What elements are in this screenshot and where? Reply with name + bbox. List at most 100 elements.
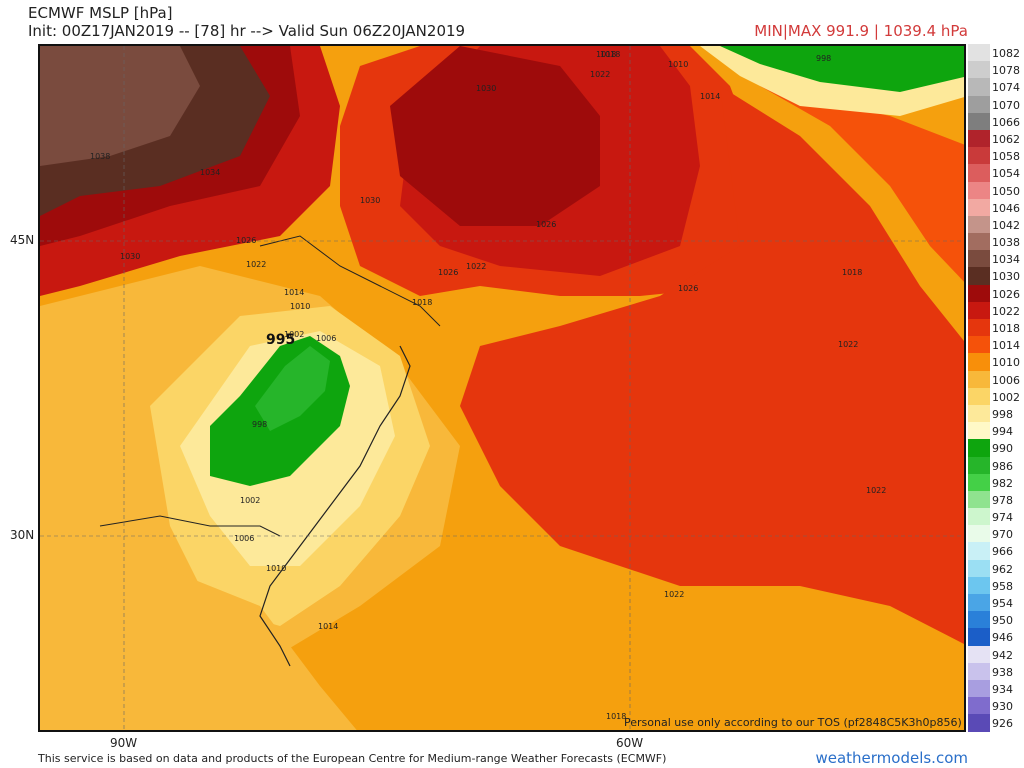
colorbar-level: 1050: [968, 181, 1024, 199]
isobar-label: 1026: [536, 220, 557, 229]
weathermodels-brand[interactable]: weathermodels.com: [815, 749, 968, 767]
colorbar-label: 934: [992, 682, 1013, 696]
colorbar-label: 1082: [992, 47, 1020, 60]
colorbar-swatch: [968, 233, 990, 251]
colorbar-swatch: [968, 353, 990, 371]
colorbar-swatch: [968, 284, 990, 302]
colorbar-swatch: [968, 112, 990, 130]
colorbar-swatch: [968, 594, 990, 612]
isobar-label: 1038: [90, 152, 111, 161]
lon-label-60w: 60W: [616, 736, 644, 750]
colorbar-level: 1070: [968, 95, 1024, 113]
colorbar-label: 998: [992, 407, 1013, 421]
colorbar-level: 970: [968, 525, 1024, 543]
page-title: ECMWF MSLP [hPa]: [28, 4, 173, 22]
colorbar-level: 950: [968, 611, 1024, 629]
colorbar-level: 1078: [968, 61, 1024, 79]
colorbar-swatch: [968, 456, 990, 474]
isobar-label: 1030: [120, 252, 141, 261]
colorbar-level: 1062: [968, 129, 1024, 148]
isobar-label: 1018: [596, 50, 617, 59]
colorbar-level: 1022: [968, 301, 1024, 319]
colorbar-swatch: [968, 181, 990, 199]
field-1010-sw: [40, 566, 357, 730]
colorbar-swatch: [968, 250, 990, 268]
isobar-label: 1022: [664, 590, 685, 599]
min-max-readout: MIN|MAX 991.9 | 1039.4 hPa: [754, 22, 968, 40]
colorbar-level: 994: [968, 422, 1024, 440]
colorbar-level: 938: [968, 662, 1024, 680]
colorbar-swatch: [968, 198, 990, 216]
isobar-label: 1022: [838, 340, 859, 349]
mslp-filled-contours: [40, 46, 964, 730]
colorbar-label: 1026: [992, 287, 1020, 301]
isobar-label: 1022: [246, 260, 267, 269]
colorbar-swatch: [968, 164, 990, 182]
colorbar-level: 958: [968, 576, 1024, 594]
tos-notice: Personal use only according to our TOS (…: [624, 716, 962, 729]
colorbar-label: 1042: [992, 218, 1020, 232]
colorbar-label: 970: [992, 528, 1013, 542]
colorbar-label: 954: [992, 597, 1013, 610]
colorbar-level: 1066: [968, 112, 1024, 130]
colorbar-swatch: [968, 147, 990, 165]
colorbar-level: 990: [968, 439, 1024, 457]
colorbar-level: 966: [968, 542, 1024, 560]
field-1022-east: [460, 86, 964, 644]
colorbar-label: 1018: [992, 322, 1020, 335]
colorbar-swatch: [968, 61, 990, 79]
colorbar-swatch: [968, 370, 990, 388]
colorbar-label: 978: [992, 493, 1013, 507]
colorbar-label: 1010: [992, 356, 1020, 370]
isobar-label: 1030: [476, 84, 497, 93]
colorbar-swatch: [968, 611, 990, 629]
colorbar-label: 930: [992, 700, 1013, 714]
ecmwf-attribution: This service is based on data and produc…: [38, 752, 667, 765]
colorbar-label: 946: [992, 631, 1013, 645]
colorbar-level: 1074: [968, 78, 1024, 96]
colorbar-level: 1026: [968, 284, 1024, 302]
colorbar-swatch: [968, 404, 990, 423]
isobar-label: 1018: [842, 268, 863, 277]
isobar-label: 1014: [700, 92, 721, 101]
colorbar-swatch: [968, 508, 990, 526]
lat-label-30n: 30N: [10, 528, 35, 542]
isobar-label: 1018: [412, 298, 433, 307]
isobar-label: 1022: [866, 486, 887, 495]
colorbar-label: 1046: [992, 201, 1020, 215]
colorbar-label: 1074: [992, 81, 1020, 95]
field-1030: [390, 46, 600, 226]
field-1018-ne: [760, 86, 964, 282]
colorbar-swatch: [968, 267, 990, 285]
isobar-label: 998: [252, 420, 268, 429]
colorbar-level: 1018: [968, 319, 1024, 337]
colorbar-swatch: [968, 490, 990, 509]
isobar-label: 1010: [290, 302, 311, 311]
colorbar-level: 1002: [968, 387, 1024, 405]
colorbar-swatch: [968, 714, 990, 732]
colorbar-swatch: [968, 645, 990, 663]
isobar-label: 998: [816, 54, 832, 63]
colorbar-level: 1006: [968, 370, 1024, 388]
isobar-label: 1018: [606, 712, 627, 721]
forecast-init-valid: Init: 00Z17JAN2019 -- [78] hr --> Valid …: [28, 22, 466, 40]
colorbar-label: 1070: [992, 98, 1020, 112]
colorbar-label: 1006: [992, 373, 1020, 387]
colorbar-label: 950: [992, 614, 1013, 628]
isobar-label: 1006: [316, 334, 337, 343]
isobar-label: 1026: [236, 236, 257, 245]
colorbar-label: 986: [992, 459, 1013, 473]
colorbar-label: 1038: [992, 236, 1020, 250]
colorbar-level: 1010: [968, 353, 1024, 371]
colorbar-swatch: [968, 78, 990, 96]
colorbar-level: 1038: [968, 233, 1024, 251]
pressure-colorbar: 1082 1078 1074 1070 1066 1062 1058 1054 1050 1046…: [968, 44, 1024, 732]
colorbar-level: 962: [968, 559, 1024, 577]
colorbar-level: 942: [968, 645, 1024, 663]
colorbar-label: 942: [992, 648, 1013, 662]
colorbar-level: 1054: [968, 164, 1024, 182]
colorbar-swatch: [968, 559, 990, 577]
colorbar-label: 990: [992, 442, 1013, 456]
colorbar-level: 1014: [968, 336, 1024, 354]
colorbar-level: 998: [968, 404, 1024, 423]
